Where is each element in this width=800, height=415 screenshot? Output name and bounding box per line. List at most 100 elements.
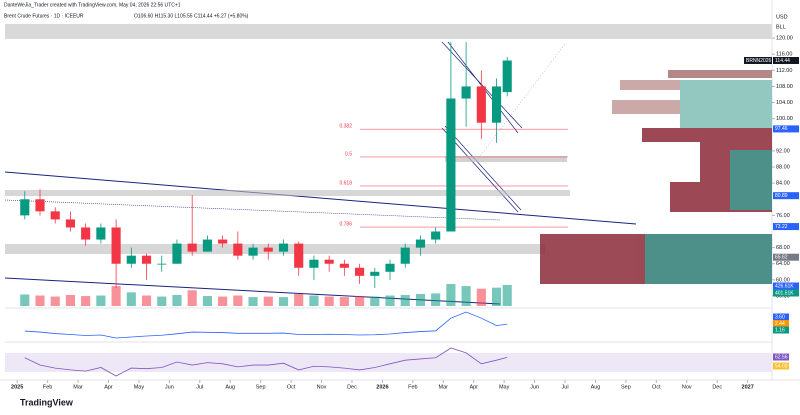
x-tick-label: Aug: [225, 384, 235, 390]
x-tick-label: Aug: [591, 384, 601, 390]
volume-bar: [446, 284, 456, 306]
price-tag-label: 1.16: [775, 327, 785, 333]
volume-bar: [355, 296, 365, 306]
volume-bar: [157, 296, 167, 306]
zone: [5, 244, 545, 254]
candle-body: [446, 98, 456, 232]
volume-bar: [248, 297, 258, 306]
trend-line: [4, 199, 501, 221]
volume-bar: [202, 296, 212, 306]
x-tick-label: Mar: [73, 384, 83, 390]
candle-body: [400, 247, 410, 264]
candle-body: [81, 227, 91, 240]
y-tick-label: 112.00: [776, 68, 792, 74]
price-tag: [773, 223, 799, 231]
price-tag: [773, 192, 799, 200]
y-tick-label: 120.00: [776, 36, 793, 42]
volume-bar: [324, 296, 334, 306]
macd-line: [24, 311, 508, 339]
volume-bar: [502, 284, 512, 306]
price-tag-label: 65.62: [775, 255, 788, 261]
volume-bar: [431, 293, 441, 306]
price-tag-label: 3.60: [775, 314, 785, 320]
volume-bar: [126, 292, 136, 306]
unit: BLL: [776, 24, 786, 30]
x-tick-label: Oct: [652, 384, 661, 390]
symbol-label: BRNN2026: [746, 58, 772, 64]
price-tag-label: 97.46: [775, 126, 788, 132]
candle-body: [96, 227, 106, 240]
candle-body: [187, 243, 197, 252]
price-tag: [773, 353, 789, 361]
price-tag: [773, 56, 799, 64]
logo: TradingView: [20, 397, 74, 407]
symbol-line: Brent Crude Futures · 1D · ICEEUR: [4, 13, 84, 19]
volume-bar: [339, 297, 349, 306]
price-tag-label: 62.56: [775, 354, 788, 360]
candle-body: [278, 243, 289, 252]
candle-body: [50, 211, 60, 220]
projection: [476, 43, 566, 161]
x-tick-label: Oct: [287, 384, 296, 390]
volume-bar: [187, 290, 197, 306]
volume-bar: [400, 295, 410, 306]
ohlc: O106.60 H115.30 L105.55 C114.44 +6.27 (+…: [134, 13, 249, 19]
y-tick-label: 108.00: [776, 84, 793, 90]
profile-bar: [642, 128, 772, 142]
volume-bar: [141, 295, 152, 306]
x-tick-label: Jun: [530, 384, 539, 390]
volume-bar: [461, 286, 471, 306]
y-tick-label: 100.00: [776, 116, 793, 122]
volume-bar: [50, 296, 60, 306]
volume-bar: [278, 297, 289, 306]
candle-body: [233, 243, 243, 256]
x-tick-label: Jul: [562, 384, 569, 390]
fib-label: 0.5: [345, 151, 352, 157]
volume-bar: [415, 293, 426, 306]
candle-body: [157, 263, 167, 265]
candle-body: [65, 219, 76, 228]
x-tick-label: Sep: [256, 384, 266, 390]
candle-body: [355, 267, 365, 276]
x-tick-label: Dec: [712, 384, 722, 390]
candle-body: [476, 86, 486, 123]
price-tag-label: 54.03: [775, 363, 788, 369]
profile-bar: [730, 150, 772, 210]
candle-body: [35, 199, 45, 212]
price-tag: [773, 362, 789, 370]
volume-bar: [35, 295, 45, 306]
volume-bar: [476, 288, 486, 306]
volume-bar: [233, 295, 243, 306]
candle-body: [370, 271, 380, 276]
x-tick-label: 2027: [742, 384, 754, 390]
candle-body: [141, 255, 152, 264]
price-tag: [773, 320, 789, 327]
candle-body: [218, 239, 228, 244]
x-tick-label: 2025: [11, 384, 23, 390]
x-tick-label: May: [134, 384, 145, 390]
price-tag-label: 73.22: [775, 224, 788, 230]
candle-body: [263, 247, 273, 252]
volume-bar: [20, 294, 30, 306]
x-tick-label: Nov: [317, 384, 327, 390]
x-tick-label: Mar: [439, 384, 449, 390]
y-tick-label: 76.00: [776, 213, 790, 219]
price-tag-label: 2.44: [775, 321, 785, 327]
candle-body: [294, 243, 304, 268]
x-tick-label: Apr: [104, 384, 113, 390]
candle-body: [339, 263, 349, 268]
x-tick-label: Apr: [469, 384, 478, 390]
price-tag-label: 426.61K: [775, 283, 794, 289]
x-tick-label: Dec: [347, 384, 357, 390]
zone: [445, 156, 567, 162]
x-tick-label: Jun: [165, 384, 174, 390]
x-tick-label: Sep: [621, 384, 631, 390]
price-tag: [773, 125, 799, 133]
x-tick-label: Feb: [408, 384, 417, 390]
price-tag: [773, 253, 799, 261]
volume-bar: [172, 295, 182, 306]
candle-body: [491, 86, 502, 123]
volume-bar: [491, 287, 502, 306]
volume-bar: [111, 286, 121, 306]
